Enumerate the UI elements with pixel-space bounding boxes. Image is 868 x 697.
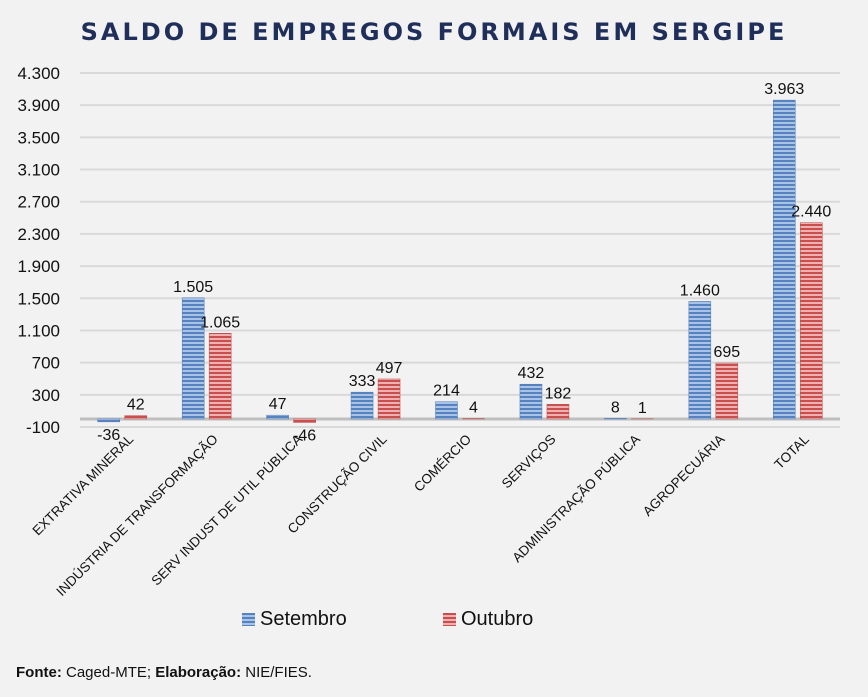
y-tick-label: 1.900 xyxy=(17,257,60,276)
legend-label-setembro: Setembro xyxy=(260,608,347,630)
y-tick-label: 1.500 xyxy=(17,289,60,308)
source-note: Fonte: Caged-MTE; Elaboração: NIE/FIES. xyxy=(16,664,312,681)
y-tick-label: 3.100 xyxy=(17,161,60,180)
y-tick-label: 2.300 xyxy=(17,225,60,244)
data-label-outubro: 182 xyxy=(545,385,572,402)
bar-outubro xyxy=(377,378,401,420)
y-tick-label: 2.700 xyxy=(17,193,60,212)
data-label-setembro: 432 xyxy=(518,365,545,382)
x-tick-label: SERVIÇOS xyxy=(499,432,559,492)
x-tick-label: COMÉRCIO xyxy=(411,432,474,495)
bar-setembro xyxy=(688,301,712,420)
bar-setembro xyxy=(266,414,289,420)
elaboration-label: Elaboração: xyxy=(155,664,242,681)
bar-outubro xyxy=(293,418,316,423)
bar-setembro xyxy=(97,418,120,423)
x-tick-label: SERV INDUST DE UTIL PÚBLICA xyxy=(148,432,305,589)
source-value: Caged-MTE; xyxy=(61,664,156,681)
x-tick-label: TOTAL xyxy=(771,431,812,472)
source-label: Fonte: xyxy=(16,664,62,681)
data-label-outubro: 1.065 xyxy=(200,314,240,331)
bar-setembro xyxy=(773,99,796,420)
data-label-outubro: 695 xyxy=(713,344,740,361)
data-label-setembro: 333 xyxy=(349,373,376,390)
data-label-outubro: 42 xyxy=(127,397,145,414)
elaboration-value: NIE/FIES. xyxy=(241,664,312,681)
data-label-outubro: 1 xyxy=(638,400,647,417)
data-label-outubro: 2.440 xyxy=(791,204,831,221)
bar-setembro xyxy=(181,297,205,420)
data-label-setembro: 3.963 xyxy=(764,81,804,98)
bar-setembro xyxy=(519,383,543,420)
x-tick-label: AGROPECUÁRIA xyxy=(640,432,728,520)
legend-swatch-setembro xyxy=(242,613,255,626)
bar-outubro xyxy=(800,222,823,420)
bar-outubro xyxy=(715,362,739,420)
data-label-setembro: 1.460 xyxy=(680,282,720,299)
data-label-setembro: 214 xyxy=(433,383,460,400)
data-label-outubro: 4 xyxy=(469,400,478,417)
data-label-outubro: 497 xyxy=(376,360,403,377)
y-tick-label: 3.900 xyxy=(17,96,60,115)
bar-outubro xyxy=(208,333,232,420)
data-label-setembro: 1.505 xyxy=(173,279,213,296)
chart-title: SALDO DE EMPREGOS FORMAIS EM SERGIPE xyxy=(80,18,788,46)
y-tick-label: 4.300 xyxy=(17,64,60,83)
y-tick-label: 3.500 xyxy=(17,128,60,147)
legend-swatch-outubro xyxy=(443,613,456,626)
y-tick-label: 700 xyxy=(32,354,60,373)
bar-setembro xyxy=(435,401,458,420)
legend-label-outubro: Outubro xyxy=(461,608,534,630)
bar-setembro xyxy=(604,418,627,420)
legend-item-setembro: Setembro xyxy=(242,608,347,631)
data-label-setembro: 8 xyxy=(611,399,620,416)
y-tick-label: 1.100 xyxy=(17,321,60,340)
x-tick-label: CONSTRUÇÃO CIVIL xyxy=(285,431,390,536)
legend-item-outubro: Outubro xyxy=(443,608,533,631)
bar-setembro xyxy=(350,391,374,420)
data-label-outubro: -46 xyxy=(293,428,316,445)
legend: Setembro Outubro xyxy=(0,608,868,636)
y-tick-label: -100 xyxy=(26,418,60,437)
bar-outubro xyxy=(546,404,570,420)
bar-outubro xyxy=(124,415,147,420)
x-tick-label: INDÚSTRIA DE TRANSFORMAÇÃO xyxy=(53,432,220,599)
y-tick-label: 300 xyxy=(32,386,60,405)
data-label-setembro: -36 xyxy=(97,427,120,444)
data-label-setembro: 47 xyxy=(269,396,287,413)
